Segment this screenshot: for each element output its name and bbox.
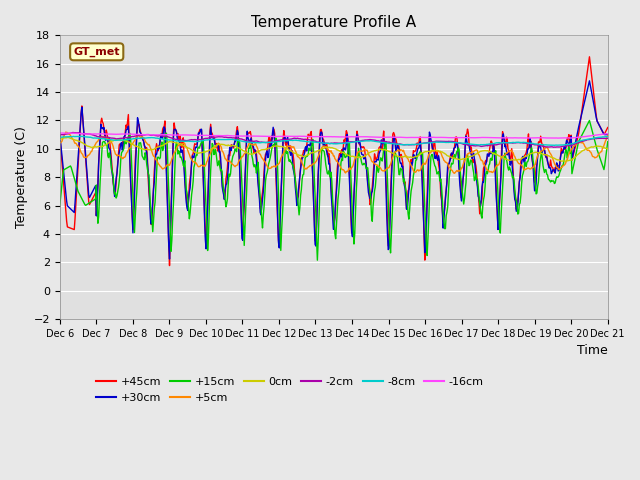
-16cm bbox=[207, 133, 215, 139]
-16cm bbox=[604, 131, 612, 137]
0cm bbox=[207, 146, 215, 152]
Title: Temperature Profile A: Temperature Profile A bbox=[252, 15, 417, 30]
Line: 0cm: 0cm bbox=[60, 137, 608, 161]
+15cm bbox=[207, 167, 214, 173]
+5cm bbox=[62, 129, 70, 135]
+45cm bbox=[56, 132, 63, 137]
+45cm bbox=[166, 263, 173, 268]
Line: +5cm: +5cm bbox=[60, 132, 608, 173]
+30cm bbox=[166, 256, 173, 262]
-2cm bbox=[401, 142, 409, 147]
-2cm bbox=[69, 130, 77, 135]
X-axis label: Time: Time bbox=[577, 344, 608, 357]
+5cm bbox=[401, 152, 409, 157]
+30cm bbox=[56, 132, 63, 137]
+15cm bbox=[178, 156, 186, 162]
+15cm bbox=[122, 141, 130, 147]
+30cm bbox=[207, 132, 215, 138]
+5cm bbox=[123, 150, 131, 156]
+45cm bbox=[401, 179, 409, 185]
-2cm bbox=[179, 137, 186, 143]
+30cm bbox=[401, 185, 409, 191]
-16cm bbox=[417, 134, 425, 140]
+5cm bbox=[56, 140, 63, 146]
-2cm bbox=[550, 144, 557, 150]
+15cm bbox=[314, 257, 321, 263]
+45cm bbox=[586, 54, 593, 60]
Line: +15cm: +15cm bbox=[60, 120, 608, 260]
-8cm bbox=[550, 143, 558, 148]
+30cm bbox=[586, 78, 593, 84]
+15cm bbox=[66, 164, 74, 169]
+5cm bbox=[179, 141, 186, 146]
-8cm bbox=[56, 134, 63, 140]
-8cm bbox=[78, 133, 86, 139]
Y-axis label: Temperature (C): Temperature (C) bbox=[15, 126, 28, 228]
+45cm bbox=[66, 225, 74, 231]
+15cm bbox=[401, 183, 409, 189]
-2cm bbox=[417, 141, 425, 146]
+30cm bbox=[417, 151, 425, 157]
+5cm bbox=[67, 132, 74, 138]
Line: -8cm: -8cm bbox=[60, 136, 608, 145]
0cm bbox=[179, 142, 186, 148]
-2cm bbox=[66, 131, 74, 136]
0cm bbox=[561, 158, 569, 164]
-8cm bbox=[401, 142, 409, 148]
0cm bbox=[63, 134, 71, 140]
+30cm bbox=[604, 132, 612, 137]
+30cm bbox=[122, 128, 130, 133]
-2cm bbox=[207, 135, 215, 141]
-16cm bbox=[123, 131, 131, 137]
+45cm bbox=[179, 138, 186, 144]
-2cm bbox=[123, 135, 131, 141]
Line: -16cm: -16cm bbox=[60, 133, 608, 138]
-8cm bbox=[179, 138, 186, 144]
-16cm bbox=[57, 130, 65, 136]
-8cm bbox=[604, 134, 612, 140]
0cm bbox=[56, 137, 63, 143]
Text: GT_met: GT_met bbox=[74, 47, 120, 57]
+30cm bbox=[179, 147, 186, 153]
0cm bbox=[401, 154, 409, 159]
-16cm bbox=[179, 132, 186, 138]
-16cm bbox=[67, 130, 74, 136]
-16cm bbox=[401, 135, 409, 141]
-8cm bbox=[123, 137, 131, 143]
+45cm bbox=[417, 145, 425, 151]
+5cm bbox=[451, 170, 458, 176]
-8cm bbox=[207, 136, 215, 142]
0cm bbox=[604, 146, 612, 152]
+15cm bbox=[56, 203, 63, 208]
Legend: +45cm, +30cm, +15cm, +5cm, 0cm, -2cm, -8cm, -16cm: +45cm, +30cm, +15cm, +5cm, 0cm, -2cm, -8… bbox=[92, 373, 488, 407]
Line: +45cm: +45cm bbox=[60, 57, 608, 265]
+45cm bbox=[604, 125, 612, 131]
+45cm bbox=[122, 122, 130, 128]
+5cm bbox=[417, 166, 425, 171]
-16cm bbox=[56, 130, 63, 136]
+30cm bbox=[66, 205, 74, 211]
Line: +30cm: +30cm bbox=[60, 81, 608, 259]
+5cm bbox=[604, 132, 612, 138]
+5cm bbox=[207, 147, 215, 153]
0cm bbox=[417, 150, 425, 156]
-8cm bbox=[66, 133, 74, 139]
+15cm bbox=[604, 139, 612, 144]
+15cm bbox=[417, 151, 425, 157]
0cm bbox=[123, 139, 131, 144]
+45cm bbox=[207, 130, 215, 135]
Line: -2cm: -2cm bbox=[60, 132, 608, 147]
0cm bbox=[67, 135, 74, 141]
-2cm bbox=[56, 132, 63, 138]
-2cm bbox=[604, 135, 612, 141]
-16cm bbox=[554, 135, 561, 141]
+15cm bbox=[586, 118, 593, 123]
-8cm bbox=[417, 141, 425, 146]
